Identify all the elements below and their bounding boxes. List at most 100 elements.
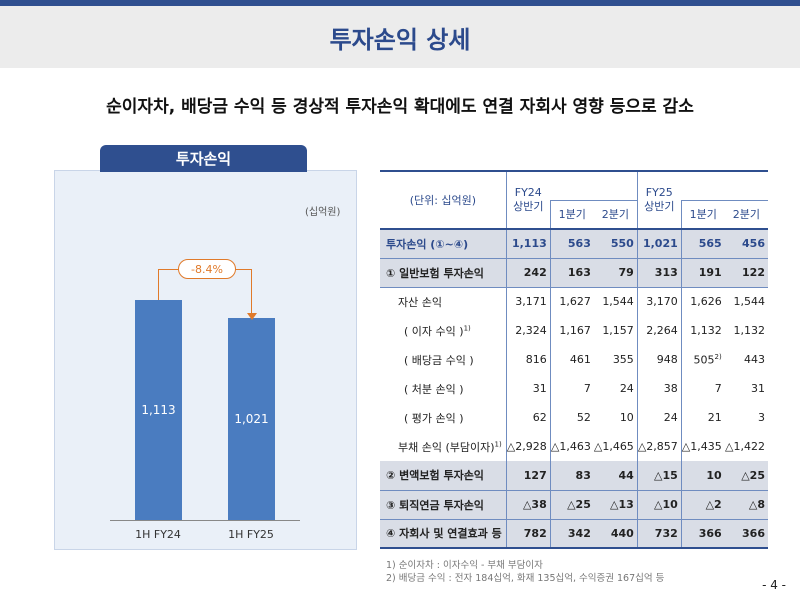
cell-value: 366: [680, 519, 725, 549]
cell-value: 191: [680, 258, 725, 288]
cell-value: 440: [593, 519, 638, 549]
table-row: 부채 손익 (부담이자)1) △2,928 △1,463 △1,465 △2,857 △1…: [380, 432, 768, 461]
cell-value: △1,422: [725, 440, 765, 453]
x-axis: [110, 520, 300, 521]
row-label: ( 평가 손익 ): [404, 411, 464, 425]
row-label: 자산 손익: [398, 295, 442, 309]
table-row: ② 변액보험 투자손익 127 83 44 △15 10 △25: [380, 461, 768, 491]
row-label: 투자손익 (①~④): [380, 229, 507, 259]
col-fy25-q1: 1분기: [680, 200, 725, 229]
cell-value: 563: [549, 229, 594, 259]
cell-value: 1,021: [636, 229, 682, 259]
arrow-down-icon: [247, 313, 257, 320]
cell-value: 21: [680, 403, 725, 432]
row-label: ① 일반보험 투자손익: [380, 258, 507, 288]
cell-value: 83: [549, 461, 594, 491]
cell-value: 122: [724, 258, 768, 288]
x-tick-label: 1H FY24: [135, 528, 181, 541]
cell-value: 1,167: [549, 316, 594, 345]
table-row: ④ 자회사 및 연결효과 등 782 342 440 732 366 366: [380, 519, 768, 549]
cell-value: 10: [619, 411, 634, 424]
cell-value: 342: [549, 519, 594, 549]
cell-value: 461: [549, 345, 594, 374]
page-number: - 4 -: [762, 578, 786, 592]
table-row: ③ 퇴직연금 투자손익 △38 △25 △13 △10 △2 △8: [380, 490, 768, 520]
cell-value: 10: [680, 461, 725, 491]
cell-value: 3,171: [505, 287, 551, 316]
cell-value: 62: [505, 403, 551, 432]
table-row: 자산 손익 3,171 1,627 1,544 3,170 1,626 1,544: [380, 287, 768, 316]
table-row: ( 평가 손익 ) 62 52 10 24 21 3: [380, 403, 768, 432]
chart-tab-title: 투자손익: [100, 145, 307, 172]
cell-value: △8: [724, 490, 768, 520]
row-label: 부채 손익 (부담이자)1): [398, 439, 502, 454]
cell-value: 1,544: [602, 295, 634, 309]
bar-value-label: 1,021: [234, 412, 269, 427]
table-row: ( 이자 수익 )1) 2,324 1,167 1,157 2,264 1,132 1,13…: [380, 316, 768, 345]
cell-value: 1,113: [505, 229, 551, 259]
row-label: ② 변액보험 투자손익: [380, 461, 507, 491]
cell-value: 313: [636, 258, 682, 288]
cell-value: △1,465: [593, 440, 634, 453]
cell-value: 2,324: [505, 316, 551, 345]
cell-value: 38: [636, 374, 682, 403]
top-accent-bar: [0, 0, 800, 6]
row-label: ( 배당금 수익 ): [404, 353, 474, 367]
row-label: ③ 퇴직연금 투자손익: [380, 490, 507, 520]
cell-value: 242: [505, 258, 551, 288]
cell-value: 816: [505, 345, 551, 374]
cell-value: 7: [680, 374, 725, 403]
connector-line: [158, 269, 159, 300]
cell-value: 1,626: [680, 287, 725, 316]
connector-line: [251, 269, 252, 314]
cell-value: △2: [680, 490, 725, 520]
cell-value: △25: [724, 461, 768, 491]
cell-value: 127: [505, 461, 551, 491]
cell-value: 24: [636, 403, 682, 432]
cell-value: 456: [724, 229, 768, 259]
footnote-1: 1) 순이자차 : 이자수익 - 부채 부담이자: [386, 560, 543, 571]
cell-value: 31: [751, 382, 765, 395]
cell-value: △13: [593, 490, 638, 520]
cell-value: 31: [505, 374, 551, 403]
cell-value: 1,544: [733, 295, 766, 309]
cell-value: 3: [758, 411, 765, 424]
cell-value: 366: [724, 519, 768, 549]
cell-value: △2,928: [505, 432, 551, 461]
change-badge: -8.4%: [178, 259, 236, 279]
cell-value: 355: [612, 353, 634, 366]
footnote-2: 2) 배당금 수익 : 전자 184십억, 화재 135십억, 수익증권 167…: [386, 573, 665, 584]
col-fy25-half: FY25 상반기: [636, 170, 682, 229]
table-row: ( 배당금 수익 ) 816 461 355 948 5052) 443: [380, 345, 768, 374]
cell-value: △38: [505, 490, 551, 520]
cell-value: 1,157: [602, 324, 634, 337]
cell-value: 782: [505, 519, 551, 549]
cell-value: 2,264: [636, 316, 682, 345]
cell-value: 79: [593, 258, 638, 288]
bar-value-label: 1,113: [141, 403, 176, 417]
cell-value: △25: [549, 490, 594, 520]
cell-value: 5052): [680, 345, 725, 374]
investment-income-table: (단위: 십억원) FY24 상반기 FY25 상반기 1분기 2분기 1분기 2분…: [380, 170, 768, 549]
table-row: ( 처분 손익 ) 31 7 24 38 7 31: [380, 374, 768, 403]
cell-value: 1,132: [733, 324, 766, 337]
cell-value: 948: [636, 345, 682, 374]
cell-value: 550: [593, 229, 638, 259]
cell-value: △2,857: [636, 432, 682, 461]
bar-0: 1,113: [135, 300, 182, 520]
cell-value: 52: [549, 403, 594, 432]
cell-value: 44: [593, 461, 638, 491]
col-fy24-q2: 2분기: [601, 208, 629, 222]
row-label: ( 이자 수익 )1): [404, 323, 471, 338]
col-fy25-q2: 2분기: [732, 208, 760, 222]
table-unit: (단위: 십억원): [380, 170, 507, 229]
cell-value: △1,435: [680, 432, 725, 461]
row-label: ④ 자회사 및 연결효과 등: [380, 519, 507, 549]
row-label: ( 처분 손익 ): [404, 382, 464, 396]
table-row: 투자손익 (①~④) 1,113 563 550 1,021 565 456: [380, 229, 768, 259]
table-row: ① 일반보험 투자손익 242 163 79 313 191 122: [380, 258, 768, 288]
cell-value: 7: [549, 374, 594, 403]
col-fy24-q1: 1분기: [549, 200, 594, 229]
cell-value: 443: [744, 353, 765, 366]
chart-panel: [54, 170, 357, 550]
